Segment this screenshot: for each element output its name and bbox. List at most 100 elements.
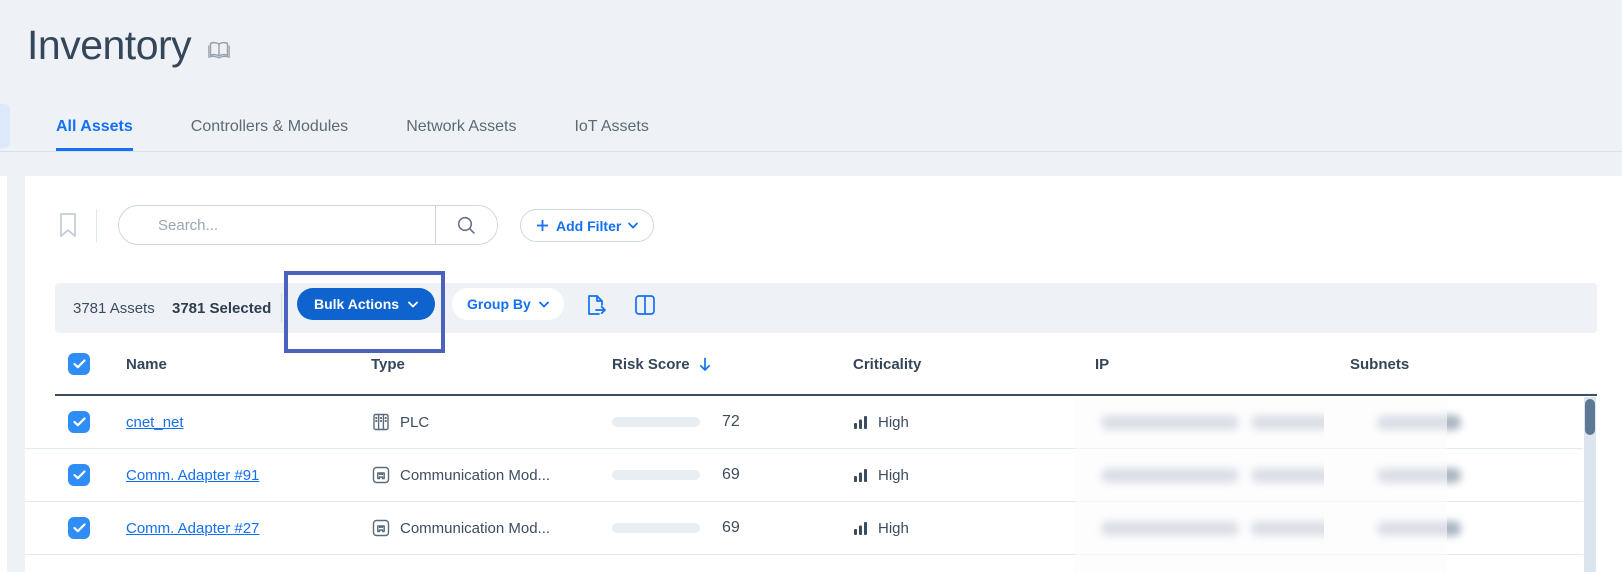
tab-label: Controllers & Modules xyxy=(190,118,349,135)
column-header-ip[interactable]: IP xyxy=(1069,333,1324,395)
page-header xyxy=(0,0,1622,176)
asset-name-cell: cnet_net xyxy=(113,396,358,448)
asset-type-label: Communication Mod... xyxy=(400,466,551,484)
column-header-type[interactable]: Type xyxy=(358,333,599,395)
row-select-cell xyxy=(55,502,113,554)
criticality-bars-icon xyxy=(853,414,868,430)
chevron-down-icon xyxy=(408,301,418,308)
criticality-bars-icon xyxy=(853,467,868,483)
tab-iot-assets[interactable]: IoT Assets xyxy=(574,106,648,151)
divider xyxy=(281,293,282,323)
tabbar-divider xyxy=(0,151,1622,152)
redacted-subnet-value xyxy=(1377,467,1461,483)
search-icon xyxy=(456,215,477,236)
subnets-cell xyxy=(1324,449,1583,501)
table-header-border xyxy=(55,394,1597,396)
criticality-cell: High xyxy=(840,396,1069,448)
redacted-ip-value xyxy=(1251,414,1324,430)
add-filter-button[interactable]: Add Filter xyxy=(520,209,655,242)
asset-name-cell: Comm. Adapter #27 xyxy=(113,502,358,554)
risk-score-value: 69 xyxy=(722,519,740,536)
table-row[interactable]: Comm. Adapter #91 Communication Mod... xyxy=(25,449,1583,502)
row-checkbox[interactable] xyxy=(68,517,90,539)
table-toolbar xyxy=(55,283,1597,333)
tab-controllers-modules[interactable]: Controllers & Modules xyxy=(191,106,348,151)
redacted-subnet-value xyxy=(1377,520,1461,536)
column-label: Name xyxy=(126,355,167,373)
row-select-cell xyxy=(55,396,113,448)
asset-name-link[interactable]: Comm. Adapter #27 xyxy=(126,519,260,537)
column-label: Risk Score xyxy=(612,355,690,373)
page-title: Inventory xyxy=(27,22,192,68)
columns-settings-button[interactable] xyxy=(632,292,658,318)
plus-icon xyxy=(536,219,549,232)
criticality-cell: High xyxy=(840,449,1069,501)
search-submit-button[interactable] xyxy=(436,206,497,244)
tab-network-assets[interactable]: Network Assets xyxy=(406,106,516,151)
row-select-cell xyxy=(55,449,113,501)
tab-all-assets[interactable]: All Assets xyxy=(56,106,133,151)
risk-score-cell: 69 xyxy=(599,449,840,501)
sort-descending-icon xyxy=(699,357,711,372)
divider xyxy=(96,209,97,242)
asset-type-cell: Communication Mod... xyxy=(358,449,599,501)
asset-name-cell: Comm. Adapter #91 xyxy=(113,449,358,501)
columns-icon xyxy=(634,294,656,316)
risk-score-cell: 72 xyxy=(599,396,840,448)
table-row[interactable]: Comm. Adapter #27 Communication Mod... xyxy=(25,502,1583,555)
risk-score-bar xyxy=(612,417,700,427)
subnets-cell xyxy=(1324,502,1583,554)
ip-cell xyxy=(1069,449,1324,501)
vertical-scrollbar-thumb[interactable] xyxy=(1585,399,1595,435)
column-header-risk-score[interactable]: Risk Score xyxy=(599,333,840,395)
divider xyxy=(435,206,436,244)
saved-views-bookmark-icon[interactable] xyxy=(55,210,81,240)
ip-cell xyxy=(1069,396,1324,448)
docs-book-icon[interactable] xyxy=(207,39,231,61)
redacted-ip-value xyxy=(1251,467,1324,483)
risk-score-bar xyxy=(612,470,700,480)
group-by-label: Group By xyxy=(467,296,531,312)
risk-score-value: 72 xyxy=(722,413,740,430)
column-label: IP xyxy=(1095,355,1110,373)
tab-label: All Assets xyxy=(56,118,133,135)
criticality-label: High xyxy=(878,466,909,484)
asset-name-link[interactable]: cnet_net xyxy=(126,413,184,431)
column-label: Type xyxy=(371,355,405,373)
bulk-actions-label: Bulk Actions xyxy=(314,296,400,312)
select-all-checkbox[interactable] xyxy=(68,353,90,375)
export-icon xyxy=(585,293,607,317)
assets-count: 3781 Assets xyxy=(73,299,155,317)
asset-name-link[interactable]: Comm. Adapter #91 xyxy=(126,466,260,484)
title-row: Inventory xyxy=(27,22,231,69)
selected-count: 3781 Selected xyxy=(172,299,272,317)
asset-type-label: Communication Mod... xyxy=(400,519,551,537)
chevron-down-icon xyxy=(538,301,549,308)
export-button[interactable] xyxy=(583,292,609,318)
group-by-button[interactable]: Group By xyxy=(452,288,564,320)
criticality-bars-icon xyxy=(853,520,868,536)
row-checkbox[interactable] xyxy=(68,411,90,433)
table-body: cnet_net PLC 72 xyxy=(25,396,1583,555)
chevron-down-icon xyxy=(628,222,639,229)
vertical-scrollbar-track[interactable] xyxy=(1584,397,1596,572)
row-checkbox[interactable] xyxy=(68,464,90,486)
criticality-label: High xyxy=(878,519,909,537)
column-header-criticality[interactable]: Criticality xyxy=(840,333,1069,395)
tab-label: Network Assets xyxy=(406,118,517,135)
column-header-name[interactable]: Name xyxy=(113,333,358,395)
bulk-actions-button[interactable]: Bulk Actions xyxy=(297,288,436,320)
sidebar-edge-highlight xyxy=(0,104,10,148)
criticality-label: High xyxy=(878,413,909,431)
table-row[interactable]: cnet_net PLC 72 xyxy=(25,396,1583,449)
risk-score-bar xyxy=(612,523,700,533)
column-header-subnets[interactable]: Subnets xyxy=(1324,333,1583,395)
column-label: Subnets xyxy=(1350,355,1410,373)
tab-bar: All Assets Controllers & Modules Network A… xyxy=(56,106,649,151)
search-input[interactable] xyxy=(119,206,435,244)
redacted-ip-value xyxy=(1101,467,1239,483)
asset-type-label: PLC xyxy=(400,413,430,431)
search-box xyxy=(118,205,498,245)
ip-cell xyxy=(1069,502,1324,554)
communication-module-icon xyxy=(371,518,391,538)
